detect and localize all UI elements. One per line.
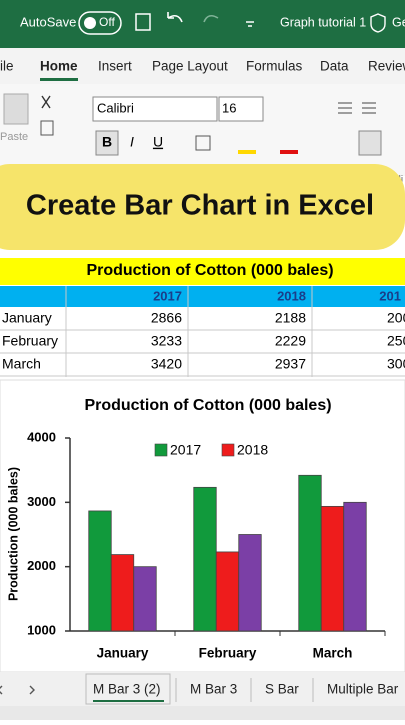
legend-label: 2017 [170, 442, 201, 458]
legend-swatch [221, 443, 235, 457]
table-title-cell [0, 258, 405, 285]
sheet-tab[interactable]: M Bar 3 (2) [93, 682, 161, 697]
status-bar [0, 706, 405, 720]
x-tick-label: January [97, 646, 149, 661]
border-icon[interactable] [195, 135, 211, 151]
align-icons[interactable] [338, 102, 376, 114]
sheet-tab[interactable]: S Bar [265, 682, 299, 697]
active-tab-underline [40, 78, 78, 81]
save-icon[interactable] [135, 13, 151, 31]
italic-label[interactable]: I [130, 134, 134, 150]
y-tick-label: 4000 [27, 429, 56, 444]
bar [298, 474, 322, 632]
bar [238, 534, 262, 632]
sheet-tab[interactable]: M Bar 3 [190, 682, 237, 697]
ribbon-tab[interactable]: Formulas [246, 59, 303, 74]
ribbon-tab[interactable]: Page Layout [152, 59, 228, 74]
ribbon-tab[interactable]: Insert [98, 59, 132, 74]
banner-text: Create Bar Chart in Excel [26, 190, 374, 222]
bar [88, 510, 112, 632]
bar [215, 551, 240, 632]
chart-title: Production of Cotton (000 bales) [84, 397, 331, 414]
header-cell: 201 [379, 288, 401, 303]
bar [110, 554, 135, 632]
title-bar [0, 0, 405, 48]
shield-icon [370, 13, 386, 33]
cell: 300 [387, 356, 405, 372]
cell: 2188 [275, 310, 306, 326]
y-axis-label: Production (000 bales) [6, 467, 20, 601]
row-label: January [2, 310, 52, 326]
paste-icon[interactable] [3, 93, 29, 125]
cell: 3420 [151, 356, 182, 372]
active-sheet-tab [85, 673, 171, 705]
row-label: February [2, 333, 58, 349]
cell: 250 [387, 333, 405, 349]
cell: 2229 [275, 333, 306, 349]
doc-title: Graph tutorial 1 [280, 15, 366, 29]
font-box[interactable] [92, 96, 218, 122]
legend-swatch [154, 443, 168, 457]
bar [343, 501, 367, 632]
banner [0, 164, 405, 250]
font-color[interactable] [280, 150, 298, 154]
size-box[interactable] [218, 96, 264, 122]
table-title: Production of Cotton (000 bales) [86, 262, 333, 279]
toggle-knob [84, 17, 96, 29]
autosave-toggle[interactable] [78, 11, 122, 35]
bar [193, 486, 217, 632]
copy-icon[interactable] [40, 120, 54, 136]
y-tick-label: 3000 [27, 494, 56, 509]
undo-icon[interactable] [167, 12, 183, 23]
font-name: Calibri [97, 100, 134, 115]
user-name: Ge [392, 15, 405, 29]
y-tick-label: 1000 [27, 622, 56, 637]
ribbon-tab[interactable]: Home [40, 59, 78, 74]
bold-button[interactable] [95, 130, 119, 156]
header-row [0, 286, 405, 307]
cell: 200 [387, 310, 405, 326]
autosave-label: AutoSave [20, 14, 76, 29]
customize-icon[interactable] [246, 21, 254, 27]
x-tick-label: March [313, 646, 353, 661]
sheet-tab-bar [0, 672, 405, 706]
cut-icon[interactable] [41, 95, 51, 109]
ribbon-tab[interactable]: Review [368, 59, 405, 74]
center-button[interactable] [358, 130, 382, 156]
sheet-tab[interactable]: Multiple Bar [327, 682, 399, 697]
x-tick-label: February [199, 646, 257, 661]
underline-label[interactable]: U [153, 134, 163, 150]
legend-label: 2018 [237, 442, 268, 458]
font-size: 16 [222, 100, 236, 115]
row-label: March [2, 356, 41, 372]
cell: 2866 [151, 310, 182, 326]
redo-icon [203, 14, 219, 23]
y-tick-label: 2000 [27, 558, 56, 573]
header-cell: 2018 [277, 288, 306, 303]
sheet-nav[interactable] [0, 685, 35, 695]
cell: 2937 [275, 356, 306, 372]
paste-label: Paste [0, 131, 28, 143]
bold-label: B [102, 134, 112, 150]
header-cell: 2017 [153, 288, 182, 303]
toggle-text: Off [99, 15, 115, 29]
fill-color[interactable] [238, 150, 256, 154]
ribbon-tab[interactable]: ile [0, 59, 14, 74]
cell: 3233 [151, 333, 182, 349]
ribbon-tab[interactable]: Data [320, 59, 349, 74]
bar [133, 566, 157, 632]
bar [320, 505, 345, 632]
